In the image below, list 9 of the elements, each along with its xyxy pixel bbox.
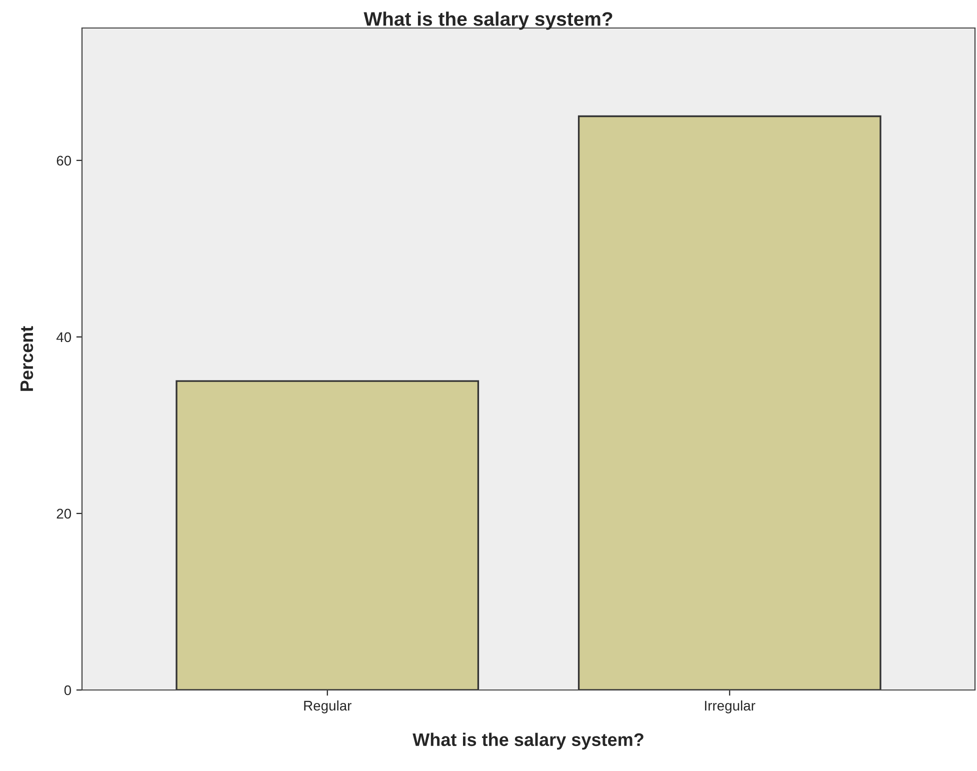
y-tick-label: 0 bbox=[64, 685, 72, 696]
y-tick-label: 40 bbox=[56, 332, 72, 342]
y-axis-title: Percent bbox=[20, 326, 34, 391]
y-tick-label: 60 bbox=[56, 156, 72, 166]
x-axis-title: What is the salary system? bbox=[412, 732, 644, 750]
x-tick-label: Regular bbox=[304, 700, 352, 714]
chart-title: What is the salary system? bbox=[364, 12, 612, 30]
y-tick-label: 20 bbox=[56, 508, 72, 519]
x-tick-label: Irregular bbox=[705, 700, 756, 714]
